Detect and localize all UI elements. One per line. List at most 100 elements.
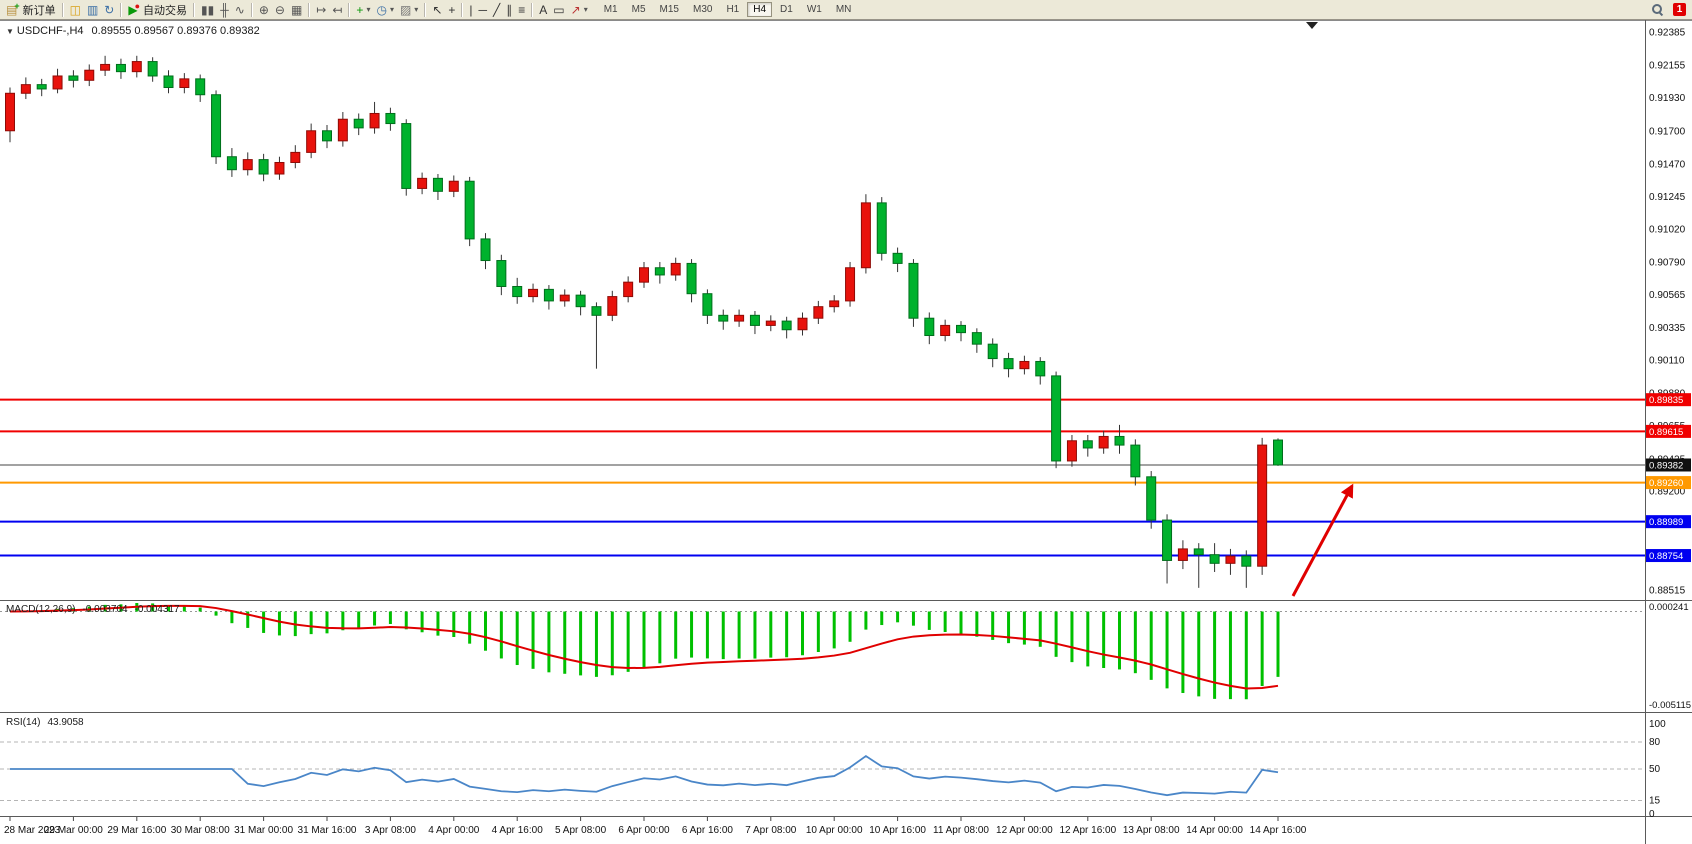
arrows-dropdown-icon[interactable]: ▾ — [583, 5, 588, 14]
svg-text:0.90110: 0.90110 — [1649, 356, 1685, 367]
zoom-in-button[interactable]: ⊕ — [256, 1, 272, 19]
macd-signal-value: -0.004317 — [134, 604, 180, 615]
candle-body — [5, 92, 15, 132]
candle-body — [448, 180, 459, 192]
candle-body — [924, 317, 935, 337]
chart-shift-marker[interactable] — [1306, 22, 1318, 29]
vertical-line-icon: | — [469, 2, 473, 17]
refresh-button[interactable]: ↻ — [101, 1, 117, 19]
line-chart-mode-button[interactable]: ∿ — [232, 1, 248, 19]
timeframe-m5-button[interactable]: M5 — [631, 4, 646, 15]
auto-scroll-icon: ↦ — [316, 2, 327, 17]
timeframe-m1-button[interactable]: M1 — [603, 4, 618, 15]
candle-body — [718, 314, 729, 322]
candle-body — [1082, 440, 1093, 449]
svg-text:29 Mar 00:00: 29 Mar 00:00 — [44, 825, 103, 836]
periods-button[interactable]: ◷ ▾ — [373, 1, 397, 19]
candle-body — [670, 262, 681, 276]
svg-text:4 Apr 16:00: 4 Apr 16:00 — [492, 825, 544, 836]
svg-text:12 Apr 16:00: 12 Apr 16:00 — [1059, 825, 1116, 836]
toolbar-buttons: ▤ + 新订单 ◫ ▥ ↻ ▶ ● 自动交易 ▮▮ ╫ ∿ ⊕ ⊖ ▦ ↦ ↤ + ▾ ◷ ▾ ▨ ▾ ↖ + | ─ ╱ ∥ ≡ A ▭ ↗ ▾ — [3, 0, 591, 19]
svg-text:50: 50 — [1649, 764, 1661, 775]
candle-body — [749, 314, 760, 326]
price-tag-0.89382 — [1646, 458, 1691, 472]
candle-body — [1209, 554, 1220, 564]
timeframe-d1-button[interactable]: D1 — [780, 4, 793, 15]
text-label-icon: ▭ — [553, 2, 565, 17]
search-button[interactable] — [1648, 1, 1667, 19]
indicators-dropdown-icon[interactable]: ▾ — [366, 5, 371, 14]
timeframe-mn-button[interactable]: MN — [835, 4, 852, 15]
candle-body — [654, 267, 665, 276]
text-label-button[interactable]: ▭ — [550, 1, 567, 19]
text-icon: A — [539, 2, 548, 17]
svg-text:0.91470: 0.91470 — [1649, 159, 1686, 170]
svg-text:0.000241: 0.000241 — [1649, 602, 1689, 613]
templates-dropdown-icon[interactable]: ▾ — [414, 5, 419, 14]
notification-badge[interactable]: 1 — [1673, 3, 1686, 16]
indicators-button[interactable]: + ▾ — [353, 1, 373, 19]
market-watch-button[interactable]: ▥ — [84, 1, 101, 19]
candle-body — [987, 343, 998, 360]
timeframe-h1-button[interactable]: H1 — [726, 4, 740, 15]
main-toolbar: ▤ + 新订单 ◫ ▥ ↻ ▶ ● 自动交易 ▮▮ ╫ ∿ ⊕ ⊖ ▦ ↦ ↤ + ▾ ◷ ▾ ▨ ▾ ↖ + | ─ ╱ ∥ ≡ A ▭ ↗ ▾… — [0, 0, 1692, 20]
equidistant-channel-button[interactable]: ∥ — [503, 1, 515, 19]
candle-body — [1066, 440, 1077, 462]
timeframe-h4-button[interactable]: H4 — [747, 2, 773, 17]
timeframe-m30-button[interactable]: M30 — [692, 4, 713, 15]
svg-text:0.88754: 0.88754 — [1649, 551, 1683, 562]
vertical-line-button[interactable]: | — [466, 1, 475, 19]
candle-body — [306, 130, 317, 153]
templates-button[interactable]: ▨ ▾ — [397, 1, 421, 19]
candle-body — [1098, 435, 1109, 449]
candle-body — [322, 130, 332, 142]
line-chart-mode-icon: ∿ — [234, 2, 245, 17]
arrows-button[interactable]: ↗ ▾ — [568, 1, 591, 19]
toolbar-separator — [120, 2, 123, 17]
svg-text:100: 100 — [1649, 719, 1666, 730]
auto-trading-button[interactable]: ▶ ● 自动交易 — [125, 1, 190, 19]
timeframe-w1-button[interactable]: W1 — [806, 4, 822, 15]
horizontal-line-button[interactable]: ─ — [476, 1, 491, 19]
candle-body — [131, 61, 142, 73]
price-tag-0.88989 — [1646, 515, 1691, 529]
chart-shift-button[interactable]: ↤ — [329, 1, 345, 19]
candle-body — [480, 238, 491, 262]
candle-body — [971, 332, 982, 345]
candle-body — [242, 159, 253, 171]
zoom-out-button[interactable]: ⊖ — [272, 1, 288, 19]
svg-text:31 Mar 00:00: 31 Mar 00:00 — [234, 825, 293, 836]
fibonacci-icon: ≡ — [518, 2, 526, 17]
trendline-button[interactable]: ╱ — [490, 1, 503, 19]
svg-text:80: 80 — [1649, 737, 1661, 748]
auto-scroll-button[interactable]: ↦ — [313, 1, 329, 19]
chart-window-icon: ◫ — [69, 2, 81, 17]
timeframe-m15-button[interactable]: M15 — [659, 4, 679, 15]
candle-body — [226, 156, 237, 171]
candle-body — [591, 306, 602, 316]
text-button[interactable]: A — [536, 1, 550, 19]
candlestick-mode-button[interactable]: ╫ — [217, 1, 232, 19]
bar-chart-mode-button[interactable]: ▮▮ — [198, 1, 217, 19]
macd-histogram — [24, 603, 1280, 700]
tile-windows-button[interactable]: ▦ — [288, 1, 305, 19]
toolbar-separator — [308, 2, 311, 17]
periods-dropdown-icon[interactable]: ▾ — [389, 5, 394, 14]
price-tag-0.88754 — [1646, 549, 1691, 563]
candle-body — [1114, 435, 1125, 446]
cursor-button[interactable]: ↖ — [429, 1, 445, 19]
svg-text:0.91930: 0.91930 — [1649, 93, 1686, 104]
fibonacci-button[interactable]: ≡ — [515, 1, 528, 19]
candle-body — [765, 320, 776, 326]
chart-window-button[interactable]: ◫ — [67, 1, 84, 19]
collapse-chart-icon[interactable]: ▼ — [6, 27, 14, 36]
svg-text:15: 15 — [1649, 796, 1661, 807]
svg-text:4 Apr 00:00: 4 Apr 00:00 — [428, 825, 480, 836]
crosshair-button[interactable]: + — [445, 1, 458, 19]
tile-windows-icon: ▦ — [290, 2, 303, 17]
new-order-button[interactable]: ▤ + 新订单 — [3, 1, 59, 19]
svg-text:12 Apr 00:00: 12 Apr 00:00 — [996, 825, 1053, 836]
trend-arrow-annotation[interactable] — [1291, 483, 1354, 597]
templates-icon: ▨ — [399, 2, 412, 17]
